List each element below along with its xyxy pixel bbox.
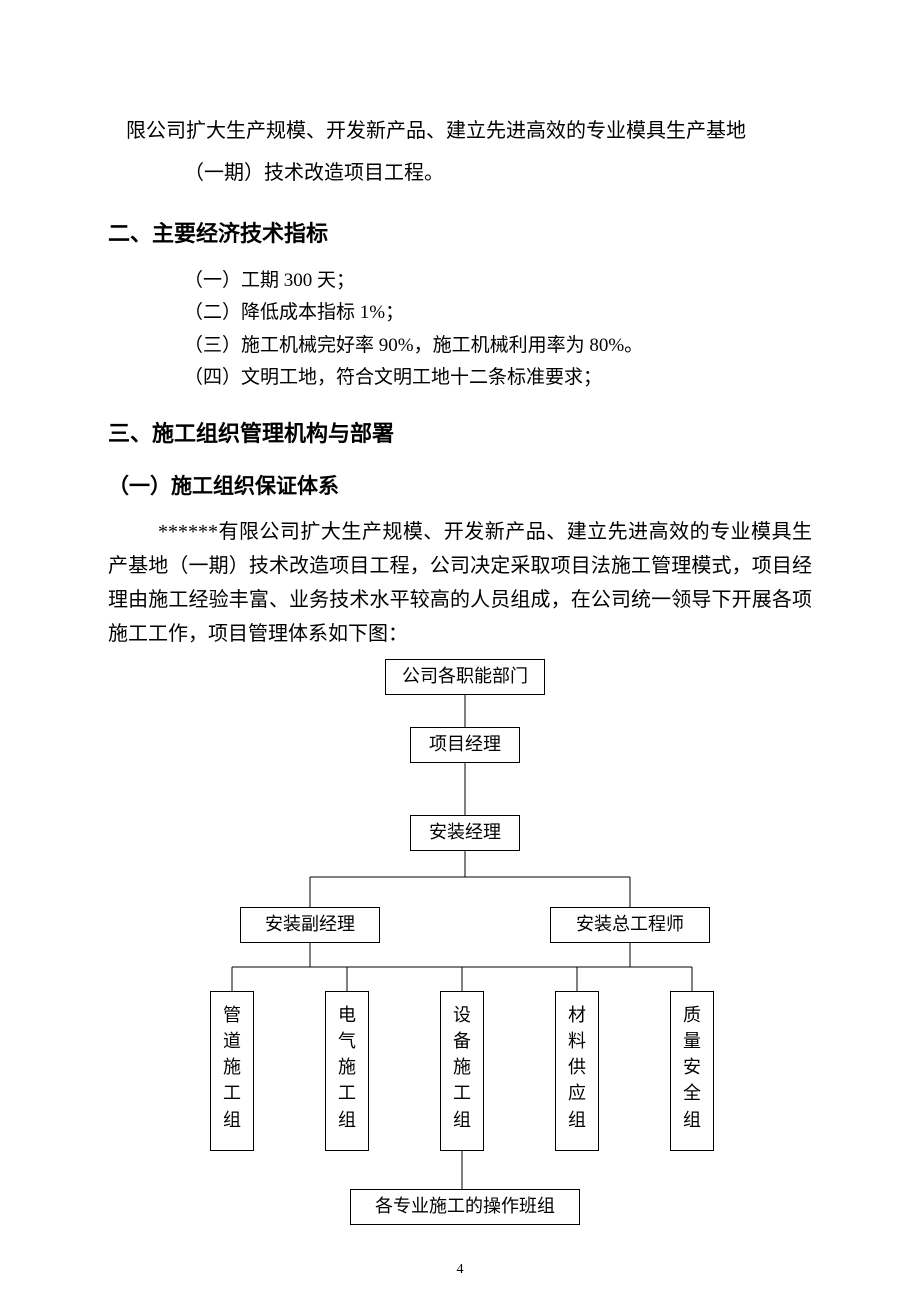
org-vnode-char: 组 (671, 1107, 713, 1133)
org-node-label: 公司各职能部门 (402, 666, 528, 688)
org-vnode-char: 量 (671, 1028, 713, 1054)
org-node-pm: 项目经理 (410, 727, 520, 763)
org-chart: 公司各职能部门 项目经理 安装经理 安装副经理 安装总工程师 管道施工组 电气施… (150, 659, 770, 1229)
org-vnode-char: 设 (441, 1002, 483, 1028)
section-3-sub-heading: （一）施工组织保证体系 (108, 470, 812, 504)
section-3-heading: 三、施工组织管理机构与部署 (108, 416, 812, 451)
section-3-paragraph: ******有限公司扩大生产规模、开发新产品、建立先进高效的专业模具生产基地（一… (108, 515, 812, 651)
page-number: 4 (0, 1262, 920, 1278)
org-node-label: 安装经理 (429, 822, 501, 844)
org-vnode-char: 工 (441, 1080, 483, 1106)
section-2-item-3: （三）施工机械完好率 90%，施工机械利用率为 80%。 (108, 330, 812, 362)
section-2-item-2: （二）降低成本指标 1%； (108, 297, 812, 329)
org-vnode-char: 组 (211, 1107, 253, 1133)
org-node-label: 安装总工程师 (576, 914, 684, 936)
org-node-deputy: 安装副经理 (240, 907, 380, 943)
org-node-top: 公司各职能部门 (385, 659, 545, 695)
org-vnode-char: 安 (671, 1054, 713, 1080)
org-vnode-char: 组 (326, 1107, 368, 1133)
org-vnode-char: 工 (326, 1080, 368, 1106)
org-vnode-char: 应 (556, 1080, 598, 1106)
org-vnode-char: 质 (671, 1002, 713, 1028)
org-vnode-char: 料 (556, 1028, 598, 1054)
org-node-g1: 管道施工组 (210, 991, 254, 1151)
org-vnode-char: 备 (441, 1028, 483, 1054)
intro-line-1: 限公司扩大生产规模、开发新产品、建立先进高效的专业模具生产基地 (108, 110, 812, 152)
section-2-item-1: （一）工期 300 天； (108, 265, 812, 297)
org-vnode-char: 道 (211, 1028, 253, 1054)
section-2-heading: 二、主要经济技术指标 (108, 216, 812, 251)
org-vnode-char: 材 (556, 1002, 598, 1028)
org-vnode-char: 组 (556, 1107, 598, 1133)
org-node-label: 各专业施工的操作班组 (375, 1196, 555, 1218)
org-vnode-char: 施 (326, 1054, 368, 1080)
org-node-label: 安装副经理 (265, 914, 355, 936)
org-vnode-char: 供 (556, 1054, 598, 1080)
org-vnode-char: 施 (211, 1054, 253, 1080)
org-node-g3: 设备施工组 (440, 991, 484, 1151)
org-vnode-char: 全 (671, 1080, 713, 1106)
org-vnode-char: 施 (441, 1054, 483, 1080)
org-vnode-char: 工 (211, 1080, 253, 1106)
org-node-label: 项目经理 (429, 734, 501, 756)
org-vnode-char: 气 (326, 1028, 368, 1054)
org-node-bottom: 各专业施工的操作班组 (350, 1189, 580, 1225)
org-vnode-char: 电 (326, 1002, 368, 1028)
org-vnode-char: 组 (441, 1107, 483, 1133)
org-node-g4: 材料供应组 (555, 991, 599, 1151)
section-2-item-4: （四）文明工地，符合文明工地十二条标准要求； (108, 362, 812, 394)
org-node-inst: 安装经理 (410, 815, 520, 851)
org-vnode-char: 管 (211, 1002, 253, 1028)
intro-line-2: （一期）技术改造项目工程。 (108, 152, 812, 194)
org-node-g2: 电气施工组 (325, 991, 369, 1151)
org-node-chief-engineer: 安装总工程师 (550, 907, 710, 943)
org-node-g5: 质量安全组 (670, 991, 714, 1151)
document-page: 限公司扩大生产规模、开发新产品、建立先进高效的专业模具生产基地 （一期）技术改造… (0, 0, 920, 1302)
